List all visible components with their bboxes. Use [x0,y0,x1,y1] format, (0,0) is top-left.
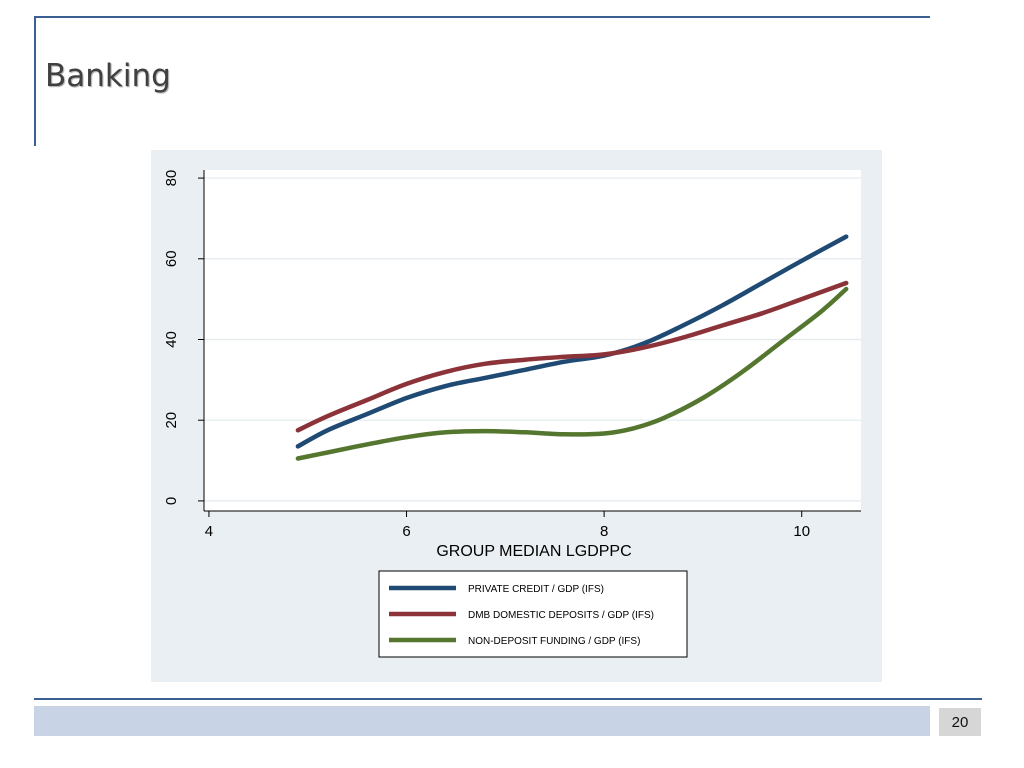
y-tick-label: 20 [163,412,180,429]
x-axis-title: GROUP MEDIAN LGDPPC [436,543,631,560]
y-tick-label: 60 [163,250,180,267]
series-lines [295,234,849,461]
chart-panel: 0 20 40 60 80 4 6 8 10 GROUP MEDIAN LGDPPC PRIVA… [151,150,882,682]
y-tick-label: 40 [163,331,180,348]
series-line-non-deposit-funding [295,286,849,461]
legend-label: DMB DOMESTIC DEPOSITS / GDP (IFS) [468,610,654,621]
slide-title: Banking [45,58,171,94]
series-line-private-credit [295,234,849,449]
legend: PRIVATE CREDIT / GDP (IFS) DMB DOMESTIC D… [378,570,688,658]
footer-rule [34,698,982,700]
x-tick-label: 8 [600,523,608,540]
page-number-label: 20 [951,713,969,731]
header-left-rule [34,16,36,146]
legend-label: PRIVATE CREDIT / GDP (IFS) [468,584,604,595]
x-tick-label: 4 [205,523,213,540]
x-tick-label: 10 [793,523,810,540]
series-line-dmb-domestic-deposits [295,280,849,433]
header-top-rule [34,16,930,18]
y-tick-label: 80 [163,170,180,187]
gridlines [204,177,861,502]
legend-label: NON-DEPOSIT FUNDING / GDP (IFS) [468,636,640,647]
footer-band [34,706,930,736]
line-chart: 0 20 40 60 80 4 6 8 10 GROUP MEDIAN LGDPPC PRIVA… [151,150,882,682]
x-tick-label: 6 [402,523,410,540]
axes: 0 20 40 60 80 4 6 8 10 [163,170,861,540]
legend-box [378,570,688,658]
y-tick-label: 0 [163,497,180,505]
page-number: 20 [939,708,981,736]
